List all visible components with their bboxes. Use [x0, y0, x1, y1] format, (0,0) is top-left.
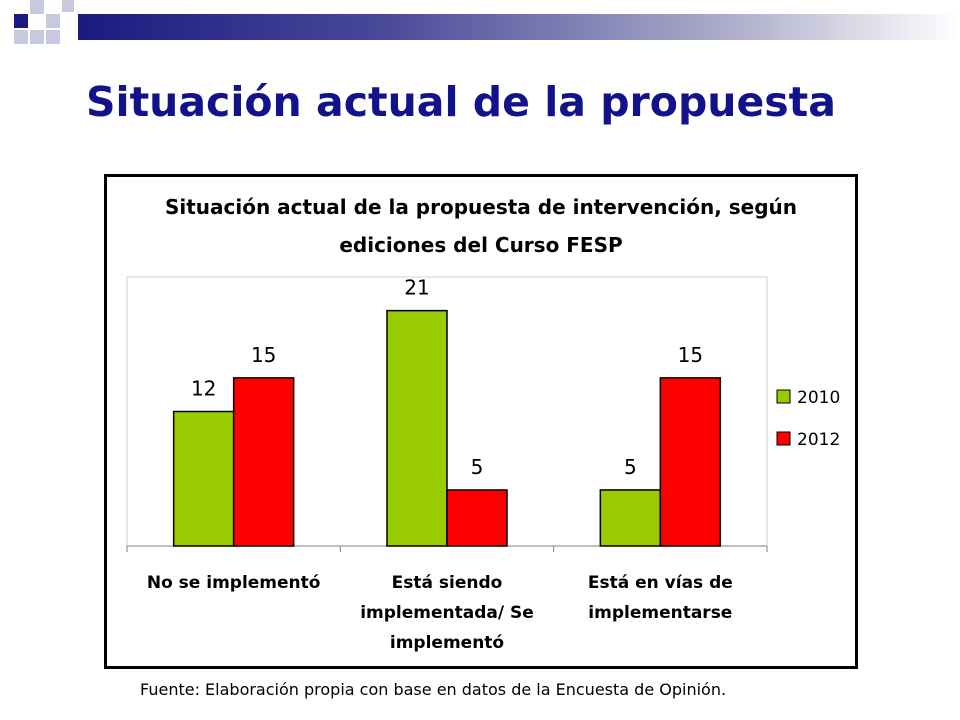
decor-square-5: [14, 30, 28, 44]
bar-2012-2: [659, 377, 722, 547]
x-tick-label-1-0: Está siendo: [392, 573, 503, 593]
legend-label-2012: 2012: [797, 430, 840, 450]
decor-square-1: [14, 14, 28, 28]
chart-title-line-1: Situación actual de la propuesta de inte…: [164, 195, 798, 219]
bar-2010-2: [599, 489, 662, 547]
bar-2010-0: [172, 410, 235, 547]
legend-label-2010: 2010: [797, 388, 840, 408]
legend-swatch-2012: [776, 431, 791, 446]
data-label-2012-1: 5: [471, 455, 484, 479]
chart-frame: Situación actual de la propuesta de inte…: [104, 174, 858, 669]
bar-2012-0: [232, 377, 295, 547]
slide-title: Situación actual de la propuesta: [86, 78, 836, 126]
decor-square-2: [30, 0, 44, 14]
source-footnote: Fuente: Elaboración propia con base en d…: [140, 680, 727, 699]
data-label-2010-1: 21: [404, 276, 429, 300]
x-tick-label-0-0: No se implementó: [147, 573, 321, 593]
data-label-2012-0: 15: [251, 343, 276, 367]
data-label-2010-2: 5: [624, 455, 637, 479]
data-label-2012-2: 15: [678, 343, 703, 367]
decor-square-3: [46, 14, 60, 28]
legend-swatch-2010: [776, 389, 791, 404]
x-tick-label-1-2: implementó: [390, 633, 504, 653]
bar-2010-1: [386, 309, 448, 547]
bar-2012-1: [446, 489, 508, 547]
x-tick-label-2-0: Está en vías de: [588, 573, 733, 593]
header-gradient-bar: [78, 14, 960, 40]
decor-square-4: [30, 30, 44, 44]
data-label-2010-0: 12: [191, 377, 216, 401]
bar-chart: 12 15 No se implementó 21 5 Está siendo implem…: [126, 276, 840, 653]
x-tick-label-2-1: implementarse: [588, 603, 732, 623]
decor-square-7: [46, 30, 60, 44]
x-tick-label-1-1: implementada/ Se: [360, 603, 534, 623]
decor-square-6: [62, 0, 74, 12]
chart-title-line-2: ediciones del Curso FESP: [339, 233, 623, 257]
